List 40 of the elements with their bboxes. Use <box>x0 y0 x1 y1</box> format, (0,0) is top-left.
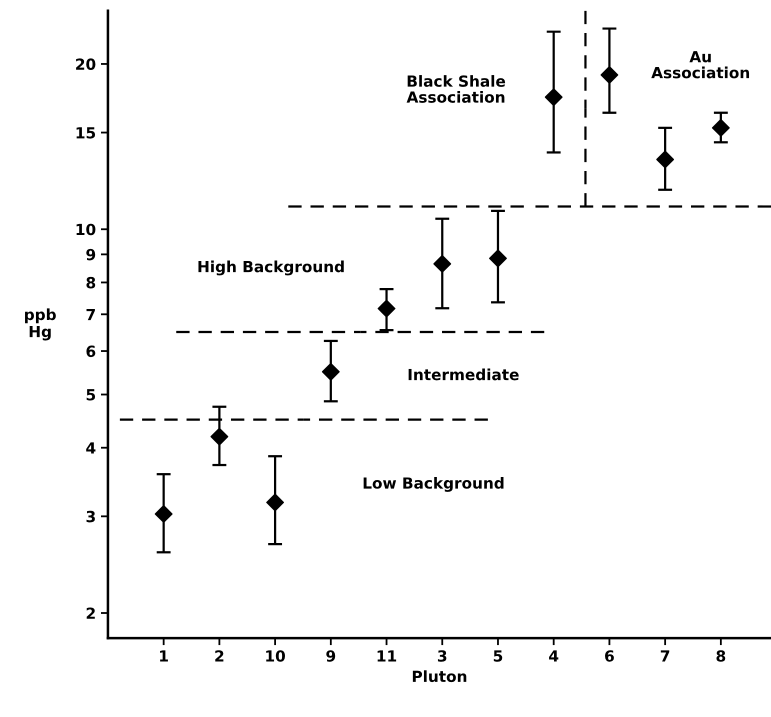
point <box>433 254 452 273</box>
annotation: Au Association <box>651 51 750 78</box>
point <box>210 428 228 446</box>
annotation: Low Background <box>364 476 504 492</box>
y-tick-label: 15 <box>76 127 96 139</box>
x-tick-label: 3 <box>438 650 446 662</box>
y-tick-label: 7 <box>86 308 95 320</box>
y-tick-label: 10 <box>76 224 96 236</box>
annotation: High Background <box>198 260 344 276</box>
point <box>154 505 173 523</box>
y-tick-label: 8 <box>86 276 96 288</box>
y-tick-label: 4 <box>86 442 96 454</box>
y-axis-title: ppb Hg <box>25 308 56 340</box>
x-tick-label: 9 <box>326 650 336 662</box>
x-tick-label: 8 <box>716 650 726 662</box>
annotation: Intermediate <box>408 368 519 380</box>
point <box>712 118 730 137</box>
y-tick-label: 2 <box>86 607 95 619</box>
y-tick-label: 9 <box>86 248 96 260</box>
x-tick-label: 1 <box>160 650 168 662</box>
annotation: Black Shale Association <box>406 75 506 103</box>
point <box>489 249 507 268</box>
x-tick-label: 2 <box>215 650 224 662</box>
point <box>266 494 284 512</box>
y-tick-label: 5 <box>86 389 96 401</box>
point <box>656 150 674 168</box>
x-tick-label: 10 <box>266 650 285 662</box>
point <box>600 66 618 84</box>
y-tick-label: 3 <box>86 510 95 522</box>
point <box>378 300 396 318</box>
y-tick-label: 6 <box>86 346 96 358</box>
x-axis-title: Pluton <box>412 670 466 682</box>
y-tick-label: 20 <box>76 58 96 70</box>
x-tick-label: 11 <box>378 650 396 662</box>
point <box>322 362 340 381</box>
x-tick-label: 7 <box>660 650 670 662</box>
x-tick-label: 5 <box>494 650 502 662</box>
x-tick-label: 4 <box>549 650 558 662</box>
x-tick-label: 6 <box>605 650 614 662</box>
point <box>544 88 563 106</box>
